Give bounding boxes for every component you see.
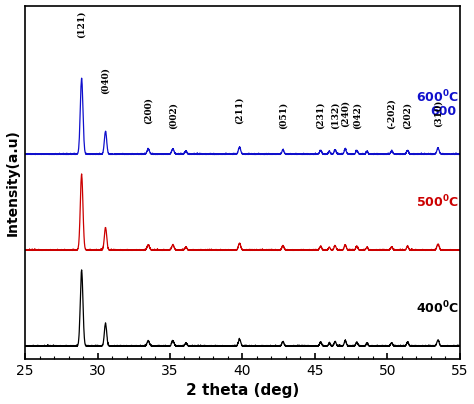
Y-axis label: Intensity(a.u): Intensity(a.u) [6,129,19,236]
Text: (040): (040) [101,67,110,94]
Text: 600: 600 [431,105,457,118]
Text: (042): (042) [352,102,361,129]
Text: 400$^{\mathdefault{0}}$C: 400$^{\mathdefault{0}}$C [417,299,459,316]
Text: (231): (231) [316,102,325,129]
Text: (240): (240) [341,100,350,127]
Text: (051): (051) [278,102,287,129]
X-axis label: 2 theta (deg): 2 theta (deg) [186,383,299,398]
Text: (121): (121) [77,11,86,38]
Text: (202): (202) [403,102,412,129]
Text: (132): (132) [330,102,339,129]
Text: (002): (002) [168,102,177,129]
Text: (211): (211) [235,97,244,124]
Text: (200): (200) [144,97,153,124]
Text: 500$^{\mathdefault{0}}$C: 500$^{\mathdefault{0}}$C [417,194,459,210]
Text: (310): (310) [433,99,442,127]
Text: (-202): (-202) [387,99,396,129]
Text: 600$^{\mathdefault{0}}$C: 600$^{\mathdefault{0}}$C [417,89,459,105]
